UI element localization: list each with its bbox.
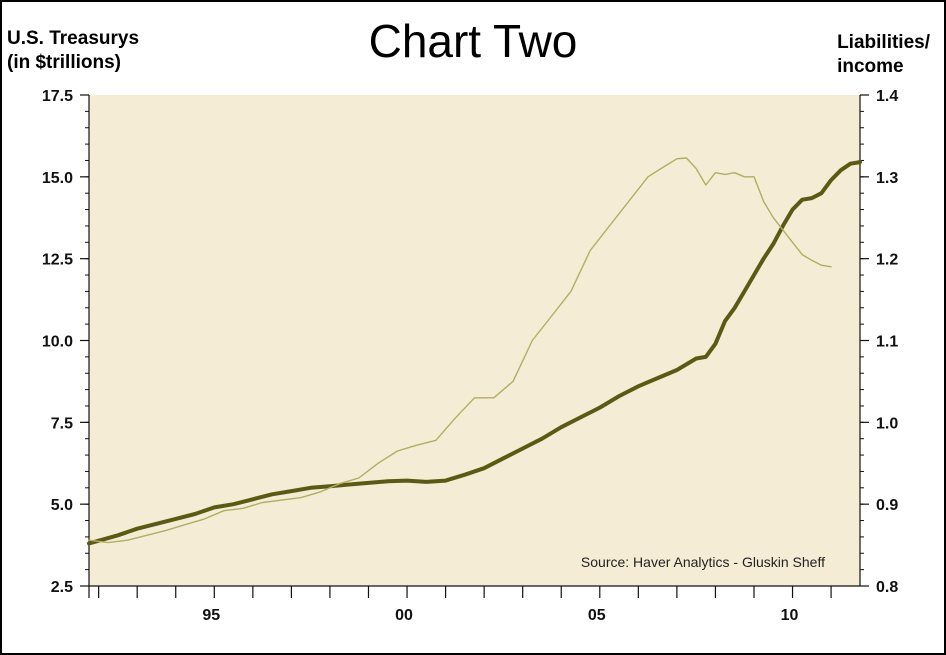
left-y-tick-label: 17.5 (42, 88, 73, 105)
series-line-liabilities-income (88, 157, 832, 544)
right-y-tick-label: 1.3 (876, 170, 898, 187)
right-axis-label-line-1: Liabilities/ (837, 32, 930, 53)
x-tick-label: 10 (781, 607, 799, 624)
chart-title: Chart Two (368, 15, 578, 67)
left-y-tick-label: 10.0 (42, 334, 73, 351)
x-tick-label: 95 (202, 607, 220, 624)
right-y-tick-label: 1.1 (876, 334, 898, 351)
left-axis-label-line-1: U.S. Treasurys (7, 28, 140, 49)
right-axis-label: Liabilities/ income (837, 31, 930, 79)
left-y-tick-label: 12.5 (42, 252, 73, 269)
right-axis-label-line-2: income (837, 56, 904, 77)
x-tick-label: 00 (395, 607, 413, 624)
left-y-tick-label: 2.5 (51, 579, 73, 596)
right-y-tick-label: 1.2 (876, 252, 898, 269)
series-line-treasurys (87, 160, 862, 546)
x-tick-label: 05 (588, 607, 606, 624)
right-y-tick-label: 1.0 (876, 415, 898, 432)
source-annotation: Source: Haver Analytics - Gluskin Sheff (581, 554, 825, 570)
plot-area (89, 95, 860, 586)
left-y-tick-label: 7.5 (51, 415, 73, 432)
left-axis-label-line-2: (in $trillions) (7, 52, 121, 73)
left-y-tick-label: 5.0 (51, 497, 73, 514)
left-axis-label: U.S. Treasurys (in $trillions) (7, 27, 139, 75)
right-y-tick-label: 0.9 (876, 497, 898, 514)
right-y-tick-label: 0.8 (876, 579, 898, 596)
right-y-tick-label: 1.4 (876, 88, 898, 105)
left-y-tick-label: 15.0 (42, 170, 73, 187)
